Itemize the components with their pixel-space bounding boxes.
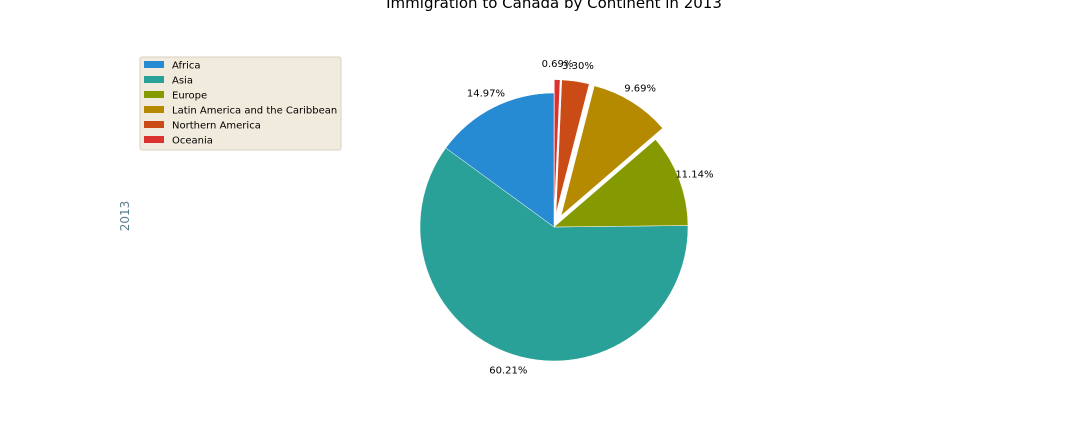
percent-label-northern-america: 3.30% (562, 61, 594, 72)
pie-slice-asia (419, 147, 689, 362)
chart-title: Immigration to Canada by Continent in 20… (386, 0, 722, 12)
legend-swatch-africa (144, 61, 164, 68)
pie-slice-africa (445, 92, 555, 228)
legend-box (139, 56, 342, 151)
percent-label-latin-america-and-the-caribbean: 9.69% (624, 84, 656, 95)
legend-swatch-latin-america-and-the-caribbean (144, 106, 164, 113)
pie-slice-europe (553, 139, 689, 228)
legend-swatch-asia (144, 76, 164, 83)
pie-slice-northern-america (555, 79, 590, 214)
legend-label-asia: Asia (172, 76, 193, 87)
legend-label-europe: Europe (172, 91, 207, 102)
pie-slice-oceania (554, 79, 561, 214)
percent-label-africa: 14.97% (467, 89, 505, 100)
percent-label-asia: 60.21% (489, 365, 527, 376)
legend-label-oceania: Oceania (172, 136, 213, 147)
pie-slices (419, 79, 689, 362)
legend-swatch-northern-america (144, 121, 164, 128)
legend-swatch-europe (144, 91, 164, 98)
legend-label-latin-america-and-the-caribbean: Latin America and the Caribbean (172, 106, 337, 117)
pie-slice-latin-america-and-the-caribbean (560, 85, 663, 217)
percent-label-europe: 11.14% (675, 169, 713, 180)
percent-label-oceania: 0.69% (542, 59, 574, 70)
legend-label-africa: Africa (172, 61, 201, 72)
legend-swatch-oceania (144, 136, 164, 143)
legend-label-northern-america: Northern America (172, 121, 261, 132)
y-axis-label: 2013 (118, 201, 132, 232)
percent-labels: 14.97% 60.21% 11.14% 9.69% 3.30%0.69% (467, 59, 714, 376)
legend: Africa Asia Europe Latin America and the Ca… (139, 56, 342, 151)
